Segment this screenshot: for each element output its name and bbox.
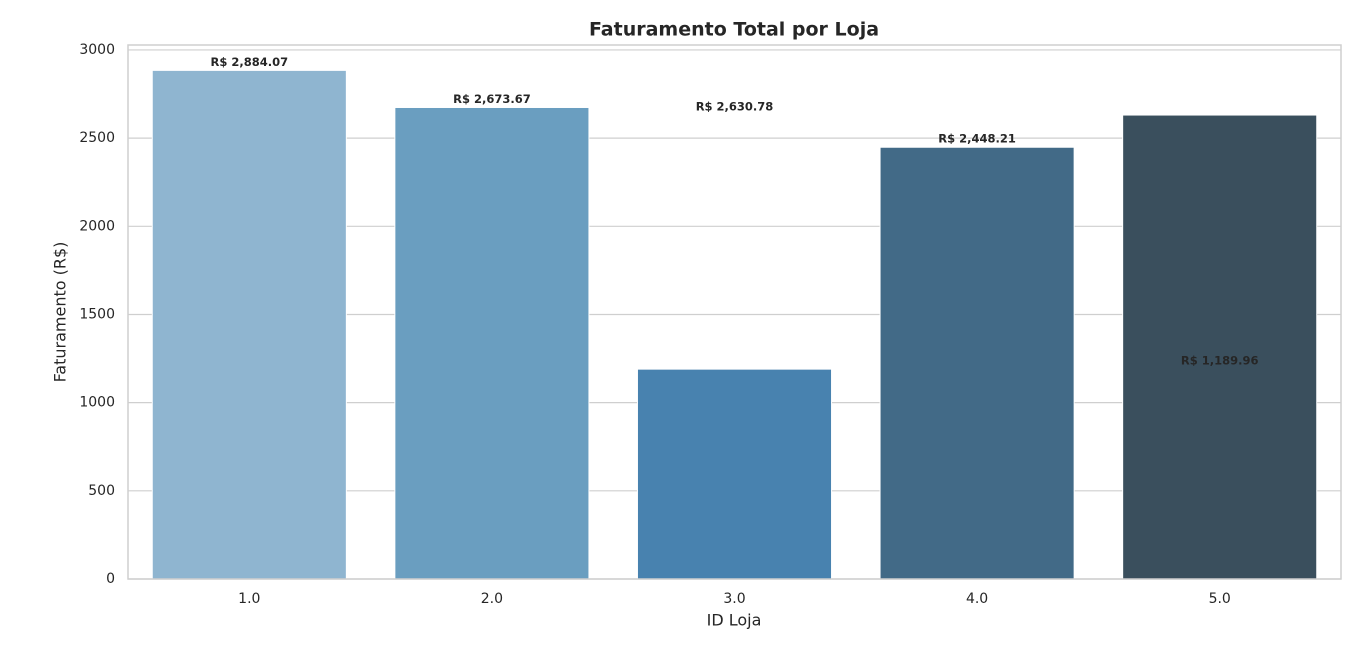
- data-label: R$ 2,673.67: [453, 92, 531, 106]
- y-tick-label: 0: [106, 571, 115, 587]
- x-axis-label: ID Loja: [707, 611, 762, 630]
- data-label: R$ 2,630.78: [696, 100, 774, 114]
- bar: [636, 368, 833, 580]
- data-label: R$ 1,189.96: [1181, 354, 1259, 368]
- x-tick-label: 3.0: [723, 591, 745, 607]
- y-tick-label: 2000: [79, 218, 115, 234]
- x-tick-label: 2.0: [481, 591, 503, 607]
- plot-frame: [127, 44, 1342, 580]
- x-tick-label: 5.0: [1209, 591, 1231, 607]
- y-tick-label: 2500: [79, 130, 115, 146]
- x-tick-label: 4.0: [966, 591, 988, 607]
- x-tick-label: 1.0: [238, 591, 260, 607]
- bar: [394, 106, 590, 580]
- y-axis-label: Faturamento (R$): [51, 242, 70, 383]
- bar: [1122, 114, 1318, 580]
- data-label: R$ 2,448.21: [938, 132, 1016, 146]
- data-label: R$ 2,884.07: [210, 55, 288, 69]
- y-tick-label: 3000: [79, 42, 115, 58]
- chart-title: Faturamento Total por Loja: [589, 19, 879, 41]
- y-tick-label: 500: [88, 483, 115, 499]
- y-tick-label: 1000: [79, 395, 115, 411]
- bar: [151, 69, 347, 580]
- bar: [879, 146, 1075, 580]
- y-tick-label: 1500: [79, 306, 115, 322]
